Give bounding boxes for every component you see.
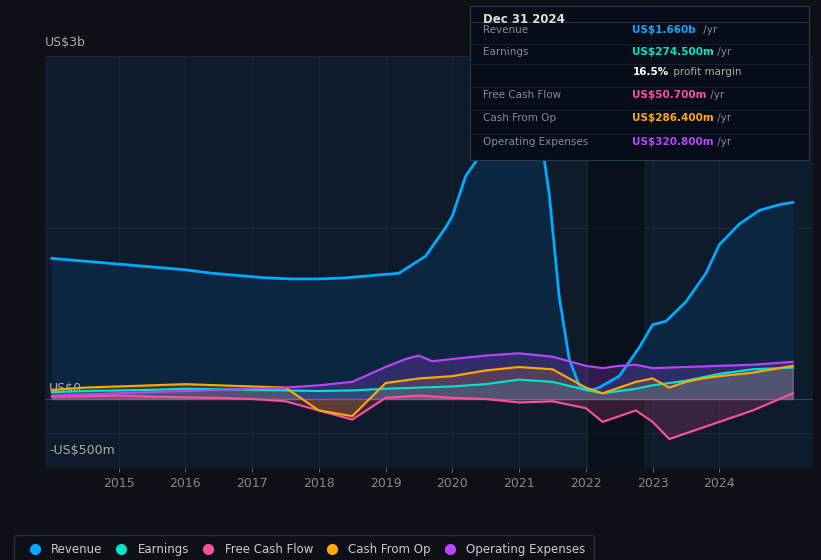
Text: /yr: /yr (714, 114, 732, 123)
Text: Cash From Op: Cash From Op (484, 114, 556, 123)
Text: US$320.800m: US$320.800m (632, 137, 714, 147)
Text: US$50.700m: US$50.700m (632, 90, 707, 100)
Text: US$3b: US$3b (45, 36, 86, 49)
Legend: Revenue, Earnings, Free Cash Flow, Cash From Op, Operating Expenses: Revenue, Earnings, Free Cash Flow, Cash … (15, 535, 594, 560)
Text: profit margin: profit margin (670, 67, 741, 77)
Text: Free Cash Flow: Free Cash Flow (484, 90, 562, 100)
Text: US$286.400m: US$286.400m (632, 114, 714, 123)
Text: US$1.660b: US$1.660b (632, 25, 696, 35)
Text: 16.5%: 16.5% (632, 67, 668, 77)
Text: Revenue: Revenue (484, 25, 528, 35)
Text: /yr: /yr (714, 137, 732, 147)
Text: /yr: /yr (699, 25, 717, 35)
Text: US$274.500m: US$274.500m (632, 47, 714, 57)
Text: US$0: US$0 (49, 382, 82, 395)
Text: Dec 31 2024: Dec 31 2024 (484, 12, 565, 26)
Text: /yr: /yr (714, 47, 732, 57)
Text: Operating Expenses: Operating Expenses (484, 137, 589, 147)
Text: -US$500m: -US$500m (49, 444, 115, 457)
Text: Earnings: Earnings (484, 47, 529, 57)
Bar (589, 56, 643, 468)
Text: /yr: /yr (707, 90, 724, 100)
